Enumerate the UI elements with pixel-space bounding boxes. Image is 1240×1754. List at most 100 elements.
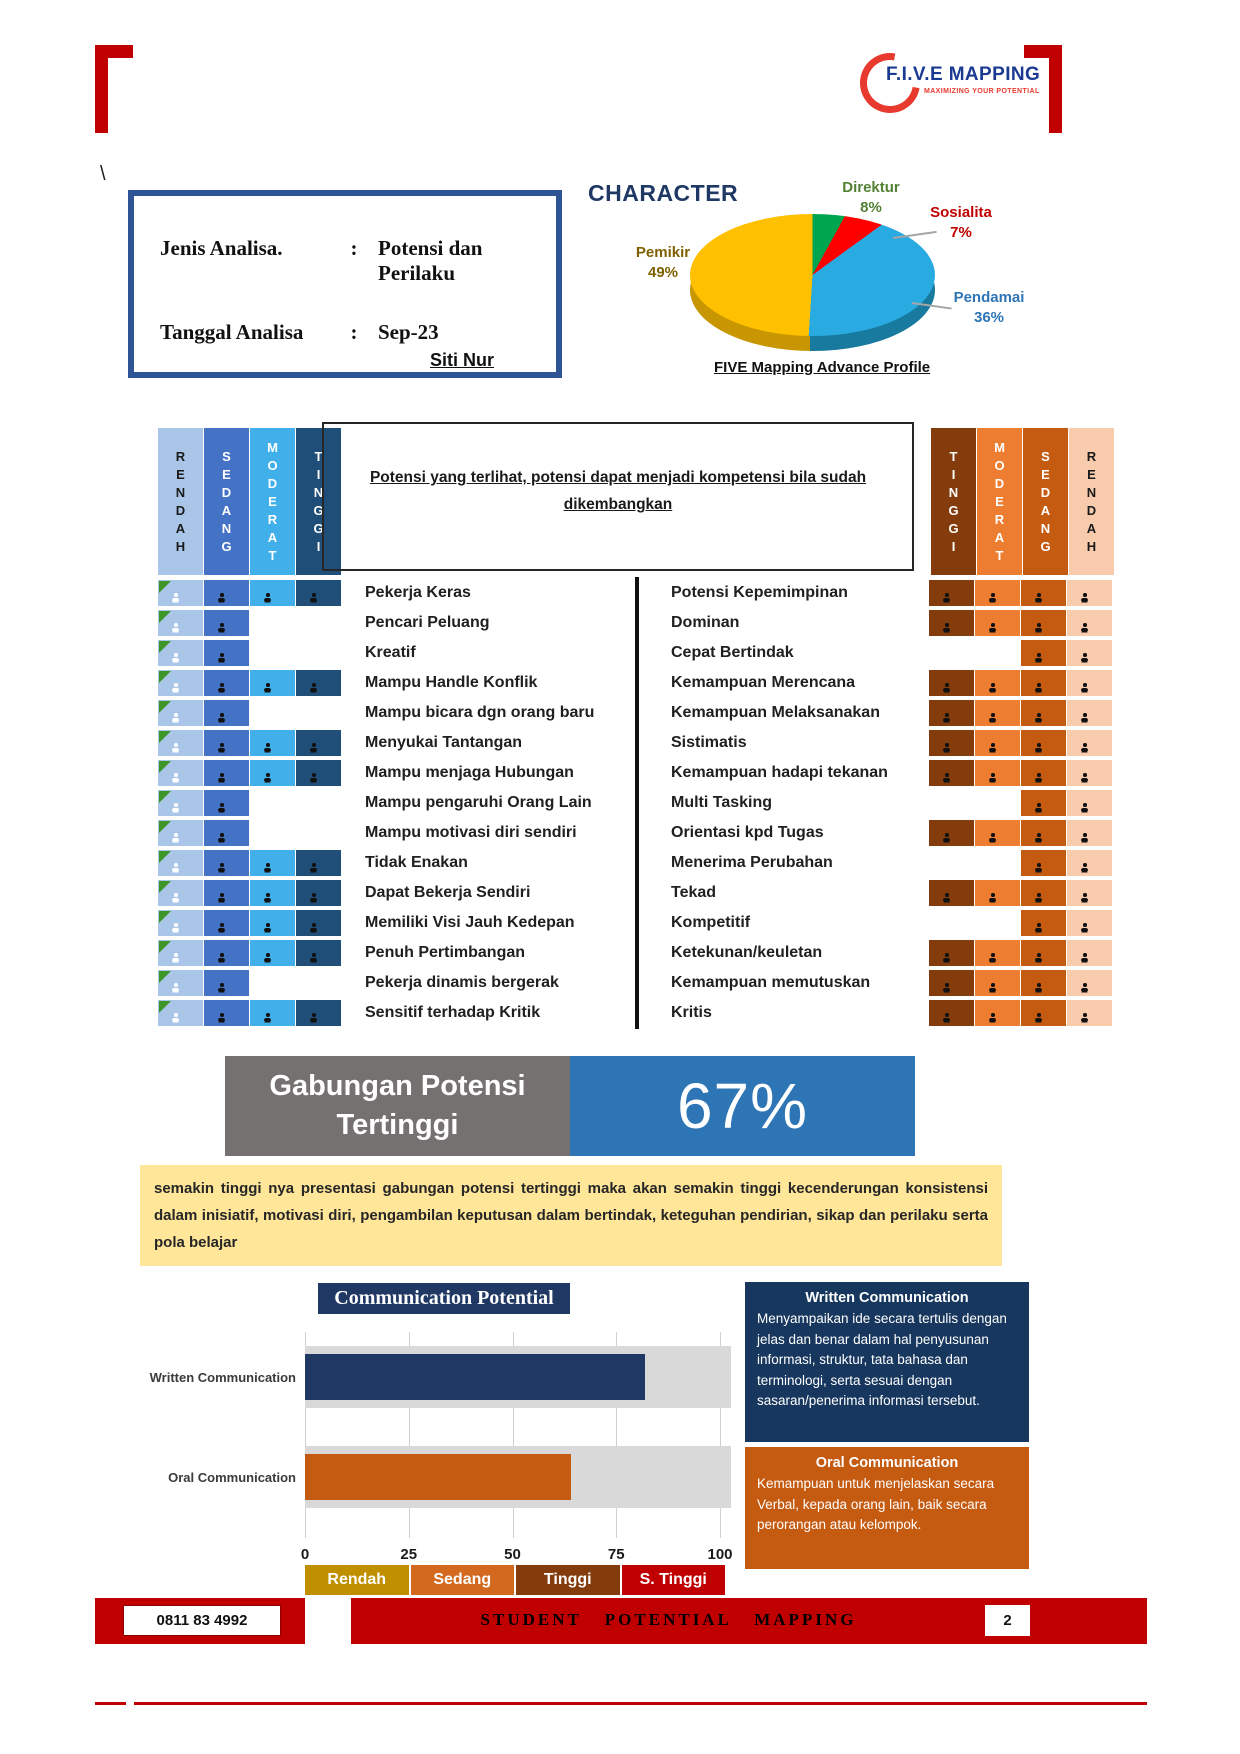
x-tick-label: 25 <box>400 1546 418 1563</box>
scale-letter: M <box>994 439 1005 455</box>
separator: : <box>350 236 358 260</box>
scale-letter: S <box>222 448 231 464</box>
scale-letter: A <box>267 529 278 545</box>
person-icon <box>263 893 272 903</box>
rating-cell-filled <box>158 730 203 756</box>
rating-cell-empty <box>929 790 974 816</box>
person-icon <box>309 683 318 693</box>
person-icon <box>1080 713 1089 723</box>
rating-cell-filled <box>1021 700 1066 726</box>
rating-cell-filled <box>1021 850 1066 876</box>
person-icon <box>171 743 180 753</box>
rating-cells <box>929 970 1112 996</box>
rating-cell-filled <box>204 610 249 636</box>
footer-phone: 0811 83 4992 <box>123 1605 281 1636</box>
person-icon <box>309 773 318 783</box>
scale-letter: I <box>316 538 321 554</box>
person-name: Siti Nur <box>429 350 494 370</box>
rating-cell-filled <box>158 790 203 816</box>
potential-matrix: Pekerja Keras Potensi Kepemimpinan Pencari… <box>158 577 1114 1030</box>
right-trait-label: Kritis <box>671 1004 712 1021</box>
scale-letter: D <box>1086 502 1097 518</box>
scale-letter: A <box>1040 502 1051 518</box>
gridline <box>512 1332 514 1538</box>
rating-cell-filled <box>1021 1000 1066 1026</box>
rating-cells <box>158 730 341 756</box>
person-icon <box>1080 593 1089 603</box>
scale-letter: A <box>221 502 232 518</box>
rating-cell-filled <box>1021 790 1066 816</box>
scale-letter: N <box>221 520 232 536</box>
pie-label-name: Direktur <box>842 179 900 196</box>
gridline <box>305 1332 306 1538</box>
bar-oral-communication <box>305 1454 571 1500</box>
person-icon <box>217 683 226 693</box>
analysis-type-label: Jenis Analisa. <box>160 236 283 260</box>
rating-cell-filled <box>296 580 341 606</box>
person-icon <box>988 953 997 963</box>
rating-cell-filled <box>158 850 203 876</box>
rating-cell-filled <box>296 940 341 966</box>
bottom-rule-long <box>134 1702 1147 1705</box>
right-trait-label: Sistimatis <box>671 734 747 751</box>
rating-cells <box>158 640 341 666</box>
person-icon <box>1034 983 1043 993</box>
footer-stripe-gap <box>305 1598 351 1644</box>
rating-cell-filled <box>296 850 341 876</box>
profile-row: Pencari Peluang Dominan <box>158 610 1114 636</box>
pie-label-name: Pendamai <box>953 289 1025 306</box>
rating-cells <box>158 850 341 876</box>
axis-label-written: Written Communication <box>149 1370 296 1385</box>
rating-cell-filled <box>204 910 249 936</box>
profile-row: Kreatif Cepat Bertindak <box>158 640 1114 666</box>
pie-label-name: Sosialita <box>930 204 992 221</box>
scale-letter: G <box>948 502 959 518</box>
scale-letter: G <box>313 502 324 518</box>
rating-cell-filled <box>250 580 295 606</box>
rating-cell-filled <box>204 670 249 696</box>
person-icon <box>988 893 997 903</box>
pie-label-value: 8% <box>860 199 882 217</box>
scale-letter: E <box>1087 466 1096 482</box>
scale-letter: A <box>175 520 186 536</box>
scale-letter: T <box>268 547 277 563</box>
scale-letter: E <box>268 493 277 509</box>
rating-cells <box>158 580 341 606</box>
rating-cell-empty <box>296 970 341 996</box>
rating-cell-filled <box>929 820 974 846</box>
right-trait-label: Potensi Kepemimpinan <box>671 584 848 601</box>
rating-cell-filled <box>929 880 974 906</box>
rating-cell-filled <box>1021 970 1066 996</box>
rating-cells <box>158 700 341 726</box>
x-tick-label: 50 <box>504 1546 521 1563</box>
rating-cell-filled <box>158 910 203 936</box>
left-trait-label: Kreatif <box>365 644 416 661</box>
rating-cell-filled <box>296 880 341 906</box>
rating-cell-filled <box>975 1000 1020 1026</box>
person-icon <box>1034 623 1043 633</box>
person-icon <box>942 713 951 723</box>
person-icon <box>988 743 997 753</box>
rating-cell-filled <box>158 700 203 726</box>
rating-cells <box>929 850 1112 876</box>
rating-cells <box>929 880 1112 906</box>
rating-cell-filled <box>296 760 341 786</box>
bottom-rule-short <box>95 1702 126 1705</box>
pie-label-value: 7% <box>950 224 972 242</box>
scale-letter: E <box>176 466 185 482</box>
rating-cells <box>929 910 1112 936</box>
person-icon <box>1080 653 1089 663</box>
scale-letter: D <box>221 484 232 500</box>
person-icon <box>309 593 318 603</box>
rating-cell-filled <box>296 730 341 756</box>
rating-cell-empty <box>250 820 295 846</box>
rating-cell-empty <box>250 640 295 666</box>
scale-letter: A <box>994 529 1005 545</box>
rating-cell-filled <box>1067 700 1112 726</box>
scale-letter: E <box>222 466 231 482</box>
x-tick-label: 100 <box>707 1546 733 1563</box>
person-icon <box>171 923 180 933</box>
right-trait-label: Kemampuan memutuskan <box>671 974 871 991</box>
